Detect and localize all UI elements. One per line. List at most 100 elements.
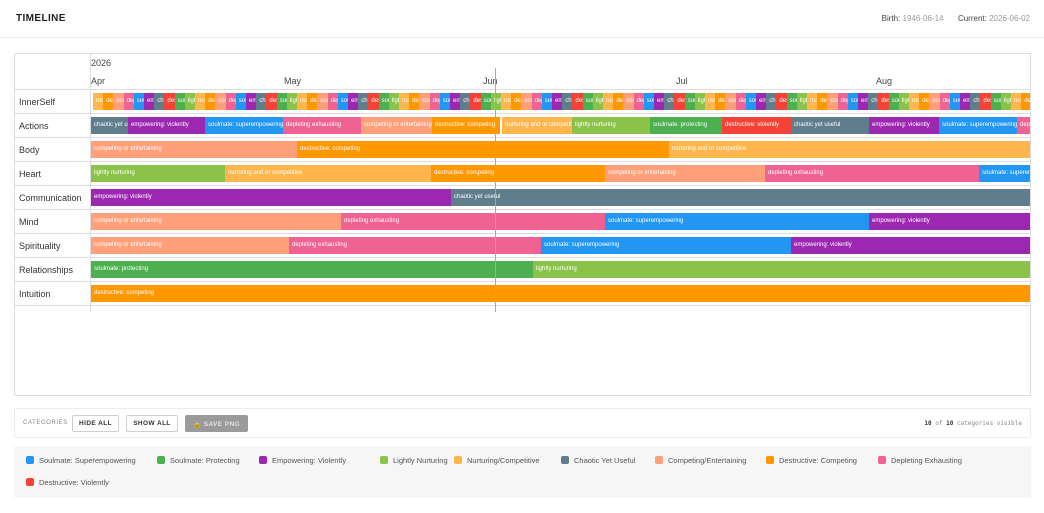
timeline-chart[interactable]: 2026 Apr May Jun Jul Aug InnerSelfnurtud… (14, 53, 1031, 396)
timeline-segment[interactable]: lightly nurturing (91, 165, 225, 182)
timeline-segment[interactable]: comp (929, 93, 940, 110)
timeline-segment[interactable]: destructive: competing (91, 285, 1030, 302)
timeline-segment[interactable]: destructive: competing (432, 117, 500, 134)
timeline-segment[interactable]: nurtu (399, 93, 410, 110)
timeline-segment[interactable]: ch (256, 93, 267, 110)
timeline-segment[interactable]: nurturing and or competitive (225, 165, 431, 182)
timeline-segment[interactable]: de (409, 93, 420, 110)
timeline-segment[interactable]: empowering: violently (791, 237, 1030, 254)
timeline-segment[interactable]: soul (174, 93, 185, 110)
legend-item[interactable]: Lightly Nurturing (380, 456, 448, 465)
timeline-segment[interactable]: competing or entertaining (91, 213, 341, 230)
timeline-segment[interactable]: soulmate: protecting (91, 261, 533, 278)
timeline-segment[interactable]: lightl (592, 93, 603, 110)
legend-item[interactable]: Depleting Exhausting (878, 456, 962, 465)
timeline-segment[interactable]: nurtu (195, 93, 206, 110)
timeline-segment[interactable]: de (1021, 93, 1030, 110)
timeline-segment[interactable]: depleting exhausting (341, 213, 605, 230)
timeline-segment[interactable]: ch (766, 93, 777, 110)
legend-item[interactable]: Competing/Entertaining (655, 456, 746, 465)
timeline-segment[interactable]: comp (113, 93, 124, 110)
timeline-segment[interactable]: destructive: competing (297, 141, 669, 158)
timeline-segment[interactable]: nurtu (603, 93, 614, 110)
timeline-segment[interactable]: soulmate: superempowering (205, 117, 283, 134)
timeline-segment[interactable]: soul (276, 93, 287, 110)
timeline-segment[interactable]: emp (960, 93, 971, 110)
timeline-segment[interactable]: soul (643, 93, 654, 110)
timeline-segment[interactable]: ch (154, 93, 165, 110)
timeline-segment[interactable]: ch (868, 93, 879, 110)
timeline-segment[interactable]: soul (378, 93, 389, 110)
timeline-segment[interactable]: chaotic yet useful (791, 117, 869, 134)
timeline-segment[interactable]: competing or entertaining (605, 165, 765, 182)
timeline-segment[interactable]: nurtu (297, 93, 308, 110)
timeline-segment[interactable]: depleting exhausting (765, 165, 979, 182)
timeline-segment[interactable]: soul (684, 93, 695, 110)
timeline-segment[interactable]: deple (837, 93, 848, 110)
timeline-segment[interactable]: ch (664, 93, 675, 110)
timeline-segment[interactable]: empowering: violently (91, 189, 451, 206)
timeline-segment[interactable]: de (307, 93, 318, 110)
timeline-segment[interactable]: comp (725, 93, 736, 110)
timeline-segment[interactable]: nurturing and or competitive (502, 117, 572, 134)
timeline-segment[interactable]: comp (317, 93, 328, 110)
timeline-segment[interactable]: destr (572, 93, 583, 110)
timeline-segment[interactable]: chaotic yet useful (451, 189, 1030, 206)
legend-item[interactable]: Soulmate: Superempowering (26, 456, 136, 465)
timeline-segment[interactable]: emp (450, 93, 461, 110)
timeline-segment[interactable]: emp (144, 93, 155, 110)
timeline-segment[interactable]: depleting exhausting (289, 237, 541, 254)
timeline-segment[interactable]: soul (337, 93, 348, 110)
timeline-segment[interactable]: emp (756, 93, 767, 110)
timeline-segment[interactable]: ch (460, 93, 471, 110)
timeline-segment[interactable]: destr (878, 93, 889, 110)
timeline-segment[interactable]: chaotic yet useful (91, 117, 128, 134)
timeline-segment[interactable]: de (511, 93, 522, 110)
timeline-segment[interactable]: soul (133, 93, 144, 110)
timeline-segment[interactable]: ch (562, 93, 573, 110)
timeline-segment[interactable]: soulmate: superempowering (541, 237, 791, 254)
timeline-segment[interactable]: soul (888, 93, 899, 110)
timeline-segment[interactable]: ch (970, 93, 981, 110)
timeline-segment[interactable]: deple (939, 93, 950, 110)
timeline-segment[interactable]: competing or entertaining (91, 237, 289, 254)
timeline-segment[interactable]: soul (439, 93, 450, 110)
timeline-segment[interactable]: competing or entertaining (361, 117, 432, 134)
timeline-segment[interactable]: lightly nurturing (572, 117, 650, 134)
timeline-segment[interactable]: soulmate: superempowering (605, 213, 869, 230)
timeline-segment[interactable]: soul (847, 93, 858, 110)
timeline-segment[interactable]: empowering: violently (869, 117, 939, 134)
timeline-segment[interactable]: deple (429, 93, 440, 110)
timeline-segment[interactable]: de (817, 93, 828, 110)
timeline-segment[interactable]: lightl (796, 93, 807, 110)
timeline-segment[interactable]: de (715, 93, 726, 110)
timeline-segment[interactable]: comp (215, 93, 226, 110)
timeline-segment[interactable]: de (919, 93, 930, 110)
legend-item[interactable]: Destructive: Violently (26, 478, 109, 487)
hide-all-button[interactable]: HIDE ALL (72, 415, 119, 432)
timeline-segment[interactable]: depleting exhausting (283, 117, 361, 134)
timeline-segment[interactable]: soul (541, 93, 552, 110)
timeline-segment[interactable]: deple (225, 93, 236, 110)
timeline-segment[interactable]: destr (674, 93, 685, 110)
timeline-segment[interactable]: soul (235, 93, 246, 110)
timeline-segment[interactable]: deple (531, 93, 542, 110)
timeline-segment[interactable]: empowering: violently (869, 213, 1030, 230)
timeline-segment[interactable]: empowering: violently (128, 117, 205, 134)
timeline-segment[interactable]: nurtu (909, 93, 920, 110)
legend-item[interactable]: Chaotic Yet Useful (561, 456, 635, 465)
timeline-segment[interactable]: competing or entertaining (91, 141, 297, 158)
timeline-segment[interactable]: soulmate: protecting (650, 117, 722, 134)
timeline-segment[interactable]: comp (827, 93, 838, 110)
timeline-segment[interactable]: lightl (286, 93, 297, 110)
timeline-segment[interactable]: nurturing and or competitive (669, 141, 1030, 158)
timeline-segment[interactable]: emp (654, 93, 665, 110)
show-all-button[interactable]: SHOW ALL (126, 415, 178, 432)
timeline-segment[interactable]: destr (368, 93, 379, 110)
timeline-segment[interactable]: comp (623, 93, 634, 110)
timeline-segment[interactable]: emp (246, 93, 257, 110)
timeline-segment[interactable]: emp (858, 93, 869, 110)
timeline-segment[interactable]: de (103, 93, 114, 110)
timeline-segment[interactable]: de (613, 93, 624, 110)
timeline-segment[interactable]: emp (552, 93, 563, 110)
